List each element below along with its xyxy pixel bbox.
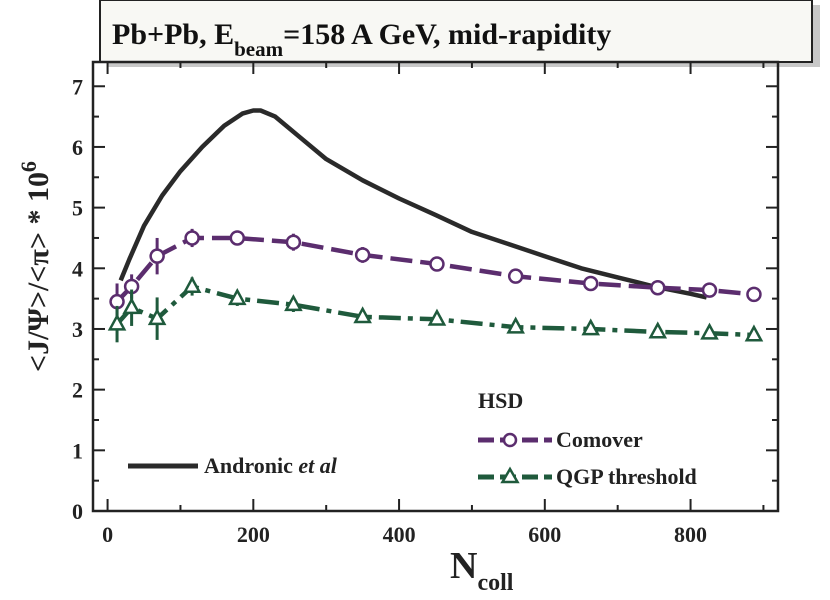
x-axis-label: Ncoll (450, 545, 514, 596)
legend-andronic-label: Andronic et al (204, 453, 338, 478)
x-tick-label: 0 (102, 522, 113, 547)
data-point (701, 282, 718, 298)
y-tick-label: 6 (72, 135, 83, 160)
data-point (648, 321, 668, 339)
data-point (744, 324, 764, 342)
series-andronic (118, 108, 708, 300)
data-point (285, 234, 302, 250)
series-line (118, 108, 708, 300)
series-qgp-threshold (107, 275, 764, 343)
data-point (354, 247, 371, 263)
data-point (650, 279, 666, 296)
data-point (507, 268, 524, 284)
y-tick-label: 1 (72, 438, 83, 463)
legend-andronic-name: Andronic (204, 453, 293, 478)
data-point (581, 318, 601, 336)
y-tick-label: 3 (72, 317, 83, 342)
data-point (700, 322, 719, 340)
x-axis-label-subscript: coll (477, 570, 513, 596)
legend-comover-marker (502, 432, 518, 448)
y-axis-label-main: <J/Ψ>/<π> * 10 (22, 172, 55, 372)
data-point (746, 286, 762, 303)
x-axis-label-main: N (450, 545, 477, 587)
y-tick-label: 5 (72, 196, 83, 221)
axis-ticks (93, 62, 778, 512)
legend-comover-label: Comover (556, 427, 643, 452)
data-point (184, 230, 200, 246)
data-point (229, 230, 246, 246)
legend: HSD Comover QGP threshold Andronic et al (128, 388, 697, 489)
series-comover (109, 228, 762, 320)
series-layer (107, 108, 764, 343)
x-tick-label: 200 (237, 522, 270, 547)
x-tick-label: 600 (528, 522, 561, 547)
data-point (506, 316, 525, 334)
y-tick-label: 2 (72, 378, 83, 403)
y-axis-label: <J/Ψ>/<π> * 106 (16, 161, 55, 372)
chart-title: Pb+Pb, Ebeam=158 A GeV, mid-rapidity (112, 18, 611, 61)
data-point (149, 248, 165, 264)
chart-title-prefix: Pb+Pb, E (112, 18, 234, 51)
data-point (122, 297, 141, 315)
legend-andronic-italic: et al (298, 453, 337, 478)
x-tick-label: 800 (674, 522, 707, 547)
legend-group-label: HSD (478, 388, 523, 413)
y-tick-label: 0 (72, 499, 83, 524)
plot-frame (91, 60, 780, 513)
data-point (227, 288, 247, 306)
chart-title-suffix: =158 A GeV, mid-rapidity (283, 18, 611, 51)
data-point (147, 308, 167, 326)
data-point (582, 275, 599, 292)
legend-qgp-marker (500, 466, 520, 484)
data-point (284, 294, 303, 312)
x-tick-label: 400 (383, 522, 416, 547)
data-point (353, 306, 372, 324)
data-point (182, 275, 202, 293)
legend-qgp-label: QGP threshold (556, 464, 697, 489)
axis-tick-labels: 0 200 400 600 800 0 1 2 3 4 5 6 7 (72, 74, 707, 547)
y-tick-label: 4 (72, 256, 83, 281)
data-point (429, 256, 445, 272)
y-axis-label-superscript: 6 (16, 161, 41, 172)
data-point (107, 313, 127, 331)
y-tick-label: 7 (72, 74, 83, 99)
chart-title-subscript: beam (234, 37, 284, 61)
data-point (427, 308, 447, 326)
title-box: Pb+Pb, Ebeam=158 A GeV, mid-rapidity (99, 0, 820, 67)
